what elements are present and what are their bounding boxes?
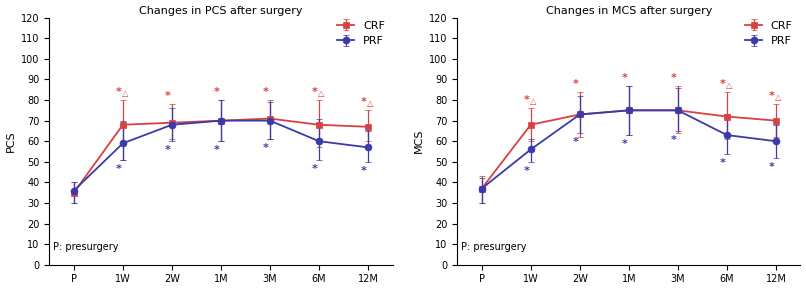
- Y-axis label: MCS: MCS: [413, 129, 423, 153]
- Text: *: *: [165, 91, 171, 101]
- Text: *: *: [312, 87, 318, 97]
- Y-axis label: PCS: PCS: [6, 130, 15, 152]
- Text: *: *: [524, 95, 530, 105]
- Text: △: △: [530, 97, 537, 106]
- Text: *: *: [573, 79, 579, 89]
- Text: P: presurgery: P: presurgery: [460, 242, 526, 252]
- Text: *: *: [720, 79, 726, 89]
- Title: Changes in MCS after surgery: Changes in MCS after surgery: [546, 6, 712, 16]
- Text: *: *: [671, 72, 677, 83]
- Text: *: *: [165, 145, 171, 155]
- Text: *: *: [622, 72, 628, 83]
- Text: △: △: [122, 89, 129, 98]
- Text: △: △: [318, 89, 325, 98]
- Text: *: *: [116, 164, 122, 174]
- Text: *: *: [671, 135, 677, 145]
- Text: △: △: [368, 99, 374, 108]
- Legend: CRF, PRF: CRF, PRF: [743, 18, 795, 48]
- Title: Changes in PCS after surgery: Changes in PCS after surgery: [139, 6, 303, 16]
- Text: *: *: [361, 166, 367, 176]
- Text: *: *: [720, 158, 726, 168]
- Text: *: *: [769, 91, 775, 101]
- Text: *: *: [263, 143, 269, 153]
- Text: P: presurgery: P: presurgery: [52, 242, 118, 252]
- Text: *: *: [263, 87, 269, 97]
- Text: *: *: [312, 164, 318, 174]
- Text: *: *: [622, 139, 628, 149]
- Text: *: *: [573, 137, 579, 147]
- Text: *: *: [214, 145, 220, 155]
- Text: *: *: [214, 87, 220, 97]
- Legend: CRF, PRF: CRF, PRF: [335, 18, 387, 48]
- Text: *: *: [524, 166, 530, 176]
- Text: *: *: [361, 97, 367, 107]
- Text: △: △: [726, 81, 733, 90]
- Text: *: *: [769, 162, 775, 172]
- Text: △: △: [775, 93, 782, 102]
- Text: *: *: [116, 87, 122, 97]
